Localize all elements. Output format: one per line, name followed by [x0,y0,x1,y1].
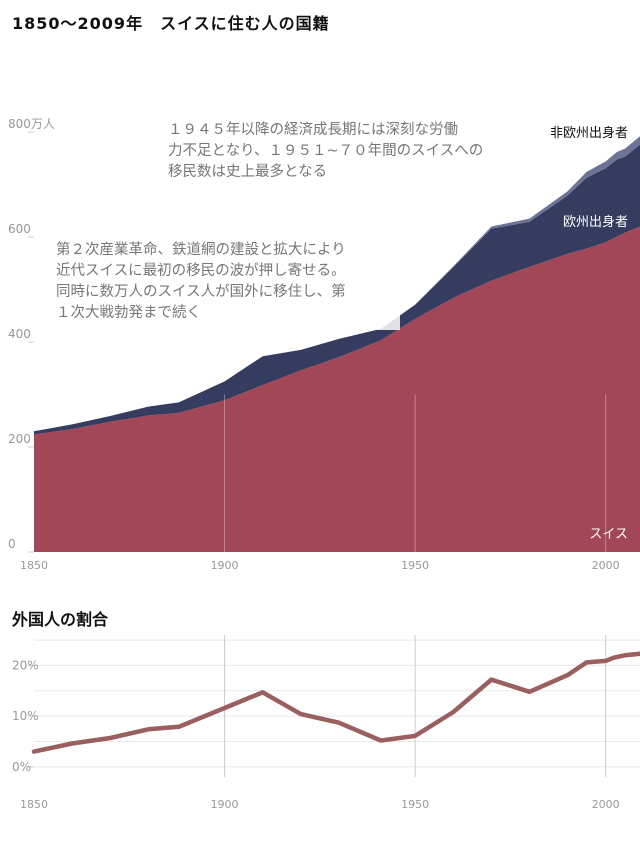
share-chart-title: 外国人の割合 [12,610,109,629]
annotation-callout [40,238,400,408]
annotation-text: 第２次産業革命、鉄道網の建設と拡大により [56,240,346,258]
x-tick-label: 2000 [592,798,620,811]
annotation-text: 同時に数万人のスイス人が国外に移住し、第 [56,282,346,300]
y-tick-label: 20% [12,658,39,672]
y-tick-label: 400 [8,327,31,341]
annotation-text: 力不足となり、１９５１~７０年間のスイスへの [168,142,483,159]
annotation-text: １９４５年以降の経済成長期には深刻な労働 [168,121,458,138]
annotation-text: 近代スイスに最初の移民の波が押し寄せる。 [56,261,346,279]
x-tick-label: 2000 [592,559,620,572]
series-label: 非欧州出身者 [550,125,628,141]
series-label: 欧州出身者 [563,214,628,230]
chart-title: 1850〜2009年 スイスに住む人の国籍 [12,14,330,33]
x-tick-label: 1850 [20,559,48,572]
y-tick-label: 0% [12,760,31,774]
x-tick-label: 1900 [211,559,239,572]
x-tick-label: 1950 [401,559,429,572]
x-tick-label: 1950 [401,798,429,811]
y-tick-label: 600 [8,222,31,236]
annotation-callout [158,116,518,300]
population-area-chart: 0 200 400 600 800万人 1850 1900 1950 2000 第２次産業革命… [8,116,640,572]
annotation-text: 移民数は史上最多となる [168,163,327,180]
area-series-0 [34,226,640,552]
x-tick-label: 1850 [20,798,48,811]
y-tick-label: 800万人 [8,117,55,131]
y-tick-label: 200 [8,432,31,446]
foreign-share-line [31,651,640,754]
annotation-text: １次大戦勃発まで続く [56,304,201,321]
y-tick-label: 10% [12,709,39,723]
y-tick-label: 0 [8,537,16,551]
x-tick-label: 1900 [211,798,239,811]
series-label: スイス [589,527,628,542]
